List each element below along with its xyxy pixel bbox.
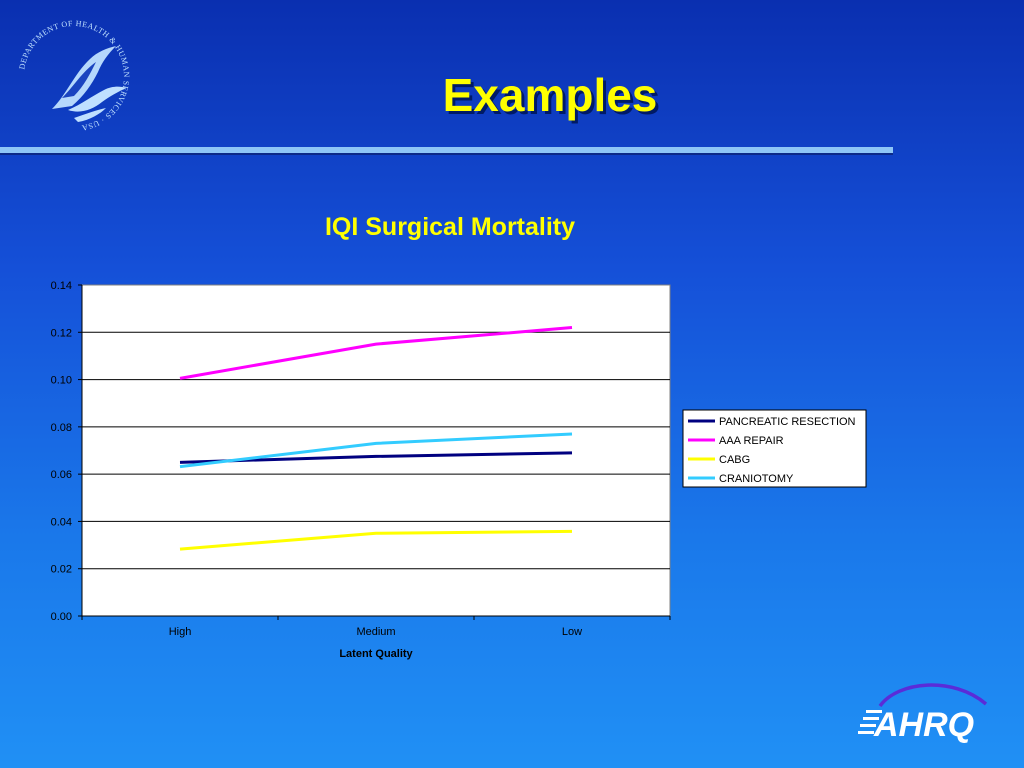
series-line	[179, 529, 573, 551]
x-axis-label: Latent Quality	[339, 648, 413, 660]
y-tick-label: 0.12	[51, 327, 72, 339]
legend-label: AAA REPAIR	[719, 435, 784, 447]
y-tick-label: 0.02	[51, 564, 72, 576]
chart-title: IQI Surgical Mortality	[324, 213, 576, 241]
y-tick-label: 0.06	[51, 469, 72, 481]
y-tick-label: 0.00	[51, 611, 72, 623]
ahrq-logo-text: AHRQ	[873, 706, 974, 744]
plot-area	[81, 284, 671, 617]
title-divider	[0, 147, 893, 153]
series-line	[179, 326, 573, 380]
chart-legend: PANCREATIC RESECTION AAA REPAIR CABG CRANIO…	[682, 409, 867, 488]
hhs-seal-logo: DEPARTMENT OF HEALTH & HUMAN SERVICES · …	[17, 19, 130, 132]
x-tick-label: Low	[562, 626, 582, 638]
ahrq-arc-icon	[878, 683, 988, 708]
x-tick-label: Medium	[356, 626, 395, 638]
eagle-profile-icon	[52, 46, 126, 122]
y-tick-label: 0.10	[51, 375, 72, 387]
series-lines	[179, 326, 573, 551]
ahrq-logo: AHRQ	[858, 683, 988, 744]
gridlines	[82, 331, 670, 570]
series-line	[179, 432, 573, 469]
x-tick-label: High	[169, 626, 192, 638]
slide-title: Examples	[442, 69, 658, 121]
axes: 0.00 0.02 0.04 0.06 0.08 0.10 0.12 0.14 High Medi…	[51, 280, 671, 638]
y-tick-label: 0.14	[51, 280, 72, 292]
legend-box	[682, 409, 867, 488]
y-tick-label: 0.04	[51, 516, 72, 528]
legend-label: CRANIOTOMY	[719, 473, 794, 485]
legend-label: PANCREATIC RESECTION	[719, 416, 856, 428]
legend-label: CABG	[719, 454, 750, 466]
y-tick-label: 0.08	[51, 422, 72, 434]
